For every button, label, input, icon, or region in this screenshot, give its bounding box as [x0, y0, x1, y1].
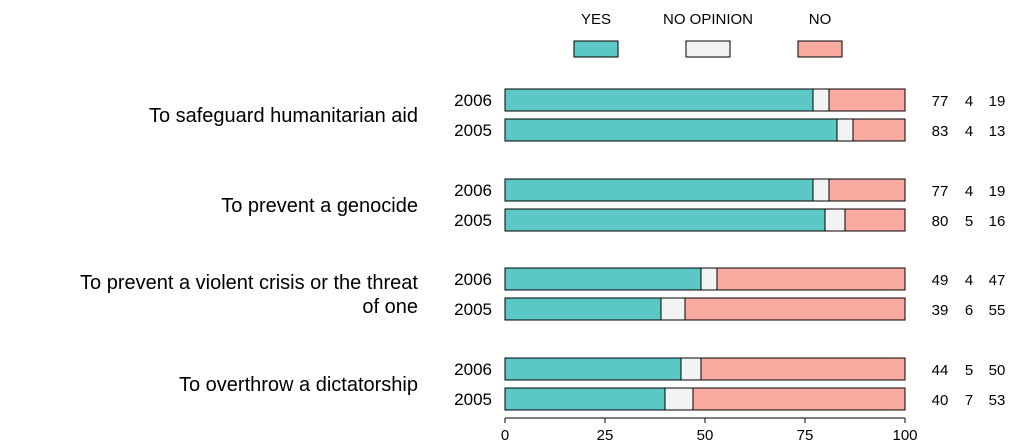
- x-tick-label: 25: [597, 427, 614, 444]
- year-label: 2006: [454, 181, 492, 200]
- bar-group: To safeguard humanitarian aid 2006 77 4 19 20…: [149, 88, 1006, 142]
- bar-segment-yes: [504, 88, 814, 112]
- bar-segment-no: [828, 178, 906, 202]
- bar-segment-no-opinion: [812, 88, 830, 112]
- category-label: To prevent a genocide: [221, 195, 418, 217]
- value-label-no-opinion: 5: [965, 213, 973, 230]
- bar-segment-yes: [504, 267, 702, 291]
- x-tick-label: 100: [892, 427, 917, 444]
- bar-group: To prevent a genocide 2006 77 4 19 2005 80 5 16: [221, 178, 1006, 232]
- year-label: 2006: [454, 360, 492, 379]
- category-label: To safeguard humanitarian aid: [149, 105, 418, 127]
- bar-segment-no-opinion: [824, 208, 846, 232]
- value-label-no: 16: [989, 213, 1006, 230]
- bar-segment-no-opinion: [660, 297, 686, 321]
- bar-segment-no-opinion: [812, 178, 830, 202]
- category-label: To overthrow a dictatorship: [179, 374, 418, 396]
- x-axis: 0 25 50 75 100: [501, 417, 918, 444]
- bar-segment-yes: [504, 387, 666, 411]
- value-label-yes: 44: [932, 362, 949, 379]
- legend-swatch-no-opinion: [685, 40, 731, 58]
- bar-segment-no: [692, 387, 906, 411]
- bar-segment-yes: [504, 208, 826, 232]
- legend: YES NO OPINION NO: [573, 11, 843, 58]
- year-label: 2005: [454, 390, 492, 409]
- legend-label-no: NO: [809, 11, 832, 28]
- bar-segment-no-opinion: [836, 118, 854, 142]
- year-label: 2006: [454, 270, 492, 289]
- bar-segment-yes: [504, 297, 662, 321]
- value-label-yes: 49: [932, 272, 949, 289]
- value-label-no: 19: [989, 93, 1006, 110]
- value-label-yes: 40: [932, 392, 949, 409]
- category-label: of one: [362, 296, 418, 318]
- bar-group: To prevent a violent crisis or the threa…: [80, 267, 1006, 321]
- bar-segment-no: [852, 118, 906, 142]
- legend-label-yes: YES: [581, 11, 611, 28]
- bar-segment-yes: [504, 178, 814, 202]
- value-label-yes: 80: [932, 213, 949, 230]
- x-tick-label: 0: [501, 427, 509, 444]
- bar-segment-no: [828, 88, 906, 112]
- year-label: 2005: [454, 211, 492, 230]
- bar-segment-yes: [504, 118, 838, 142]
- bar-segment-no: [844, 208, 906, 232]
- legend-swatch-no: [797, 40, 843, 58]
- x-tick-label: 75: [797, 427, 814, 444]
- value-label-no: 47: [989, 272, 1006, 289]
- value-label-yes: 83: [932, 123, 949, 140]
- bar-segment-no: [716, 267, 906, 291]
- year-label: 2006: [454, 91, 492, 110]
- value-label-no: 53: [989, 392, 1006, 409]
- value-label-no: 19: [989, 183, 1006, 200]
- bar-segment-no-opinion: [664, 387, 694, 411]
- legend-label-no-opinion: NO OPINION: [663, 11, 753, 28]
- value-label-yes: 77: [932, 183, 949, 200]
- year-label: 2005: [454, 121, 492, 140]
- value-label-no: 13: [989, 123, 1006, 140]
- bar-group: To overthrow a dictatorship 2006 44 5 50 2005…: [179, 357, 1006, 411]
- value-label-yes: 77: [932, 93, 949, 110]
- value-label-no-opinion: 6: [965, 302, 973, 319]
- value-label-yes: 39: [932, 302, 949, 319]
- bar-groups: To safeguard humanitarian aid 2006 77 4 19 20…: [80, 88, 1006, 411]
- value-label-no-opinion: 4: [965, 183, 973, 200]
- value-label-no: 55: [989, 302, 1006, 319]
- bar-segment-no: [700, 357, 906, 381]
- bar-segment-no-opinion: [680, 357, 702, 381]
- bar-segment-no-opinion: [700, 267, 718, 291]
- year-label: 2005: [454, 300, 492, 319]
- bar-segment-yes: [504, 357, 682, 381]
- bar-segment-no: [684, 297, 906, 321]
- value-label-no-opinion: 5: [965, 362, 973, 379]
- value-label-no: 50: [989, 362, 1006, 379]
- legend-swatch-yes: [573, 40, 619, 58]
- value-label-no-opinion: 4: [965, 123, 973, 140]
- value-label-no-opinion: 4: [965, 93, 973, 110]
- value-label-no-opinion: 7: [965, 392, 973, 409]
- value-label-no-opinion: 4: [965, 272, 973, 289]
- category-label: To prevent a violent crisis or the threa…: [80, 272, 418, 294]
- x-tick-label: 50: [697, 427, 714, 444]
